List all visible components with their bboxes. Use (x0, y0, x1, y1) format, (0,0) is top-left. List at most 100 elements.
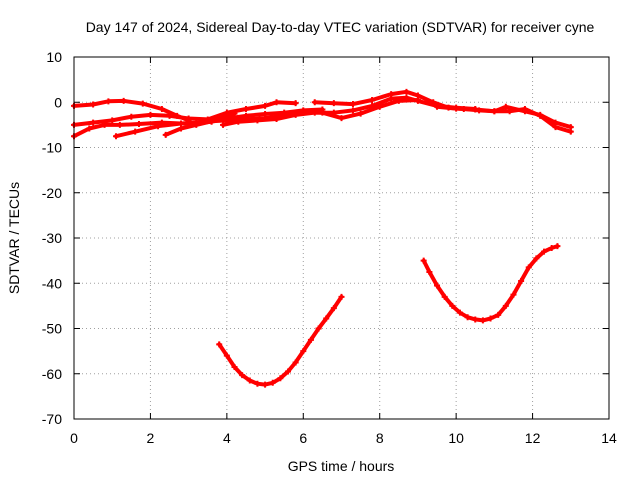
data-point (147, 111, 154, 118)
data-point (541, 248, 548, 255)
data-point (487, 315, 494, 322)
data-point (292, 111, 299, 118)
data-point (86, 125, 93, 132)
x-tick-label: 10 (448, 430, 464, 446)
data-point (479, 317, 486, 324)
data-point (105, 98, 112, 105)
data-point (90, 101, 97, 108)
data-point (254, 117, 261, 124)
data-point (158, 106, 165, 113)
data-point (109, 117, 116, 124)
data-point (231, 363, 238, 370)
y-tick-label: -30 (42, 230, 62, 246)
x-tick-label: 8 (376, 430, 384, 446)
data-point (330, 305, 337, 312)
data-point (269, 379, 276, 386)
data-point (349, 101, 356, 108)
data-point (307, 336, 314, 343)
data-point (178, 125, 184, 132)
data-point (472, 106, 479, 113)
data-point (472, 316, 479, 323)
data-point (533, 255, 540, 262)
data-point (449, 302, 456, 309)
data-point (155, 123, 162, 130)
y-tick-label: -40 (42, 275, 62, 291)
y-tick-label: -50 (42, 321, 62, 337)
data-point (292, 359, 299, 366)
data-point (330, 109, 337, 116)
data-point (216, 341, 223, 348)
plot-series (71, 88, 574, 388)
data-point (414, 97, 421, 104)
data-point (116, 121, 123, 128)
data-point (300, 348, 307, 355)
data-point (434, 282, 441, 289)
data-point (430, 99, 437, 106)
data-point (113, 133, 120, 140)
x-tick-label: 6 (299, 430, 307, 446)
y-tick-label: -20 (42, 185, 62, 201)
data-point (441, 293, 448, 300)
data-point (311, 99, 318, 106)
data-point (567, 124, 574, 131)
data-point (273, 115, 280, 122)
data-point (162, 131, 169, 138)
data-point (246, 377, 253, 384)
data-point (495, 311, 502, 318)
data-point (338, 293, 345, 300)
data-point (193, 121, 200, 128)
data-point (349, 107, 356, 114)
y-tick-label: -70 (42, 411, 62, 427)
data-point (311, 109, 318, 116)
data-point (323, 315, 330, 322)
data-point (426, 268, 433, 275)
data-point (330, 100, 337, 107)
x-axis-label: GPS time / hours (288, 458, 395, 474)
series-line-trace-9 (217, 294, 344, 387)
data-point (262, 381, 269, 388)
data-point (262, 102, 269, 109)
data-point (525, 264, 532, 271)
data-point (292, 100, 299, 107)
data-point (239, 372, 246, 379)
data-point (315, 325, 322, 332)
data-point (101, 121, 108, 128)
data-point (552, 119, 559, 126)
data-point (456, 309, 463, 316)
data-point (369, 102, 376, 109)
data-point (491, 108, 498, 115)
x-tick-label: 0 (70, 430, 78, 446)
data-point (554, 243, 561, 250)
y-tick-label: 10 (46, 49, 62, 65)
data-point (135, 120, 142, 127)
data-point (414, 92, 421, 99)
data-point (420, 257, 427, 264)
data-point (403, 94, 410, 101)
data-point (502, 302, 509, 309)
x-tick-label: 14 (601, 430, 617, 446)
data-point (548, 244, 555, 251)
data-point (273, 99, 280, 106)
data-point (242, 106, 249, 113)
data-point (453, 105, 460, 112)
data-point (518, 277, 525, 284)
data-point (208, 118, 215, 125)
x-tick-label: 4 (223, 430, 231, 446)
chart-title: Day 147 of 2024, Sidereal Day-to-day VTE… (86, 19, 595, 35)
y-tick-label: -60 (42, 366, 62, 382)
data-point (369, 96, 376, 103)
y-tick-label: -10 (42, 140, 62, 156)
data-point (357, 110, 364, 117)
data-point (537, 111, 544, 118)
data-point (338, 115, 345, 122)
data-point (464, 314, 471, 321)
y-tick-label: 0 (54, 94, 62, 110)
data-point (403, 88, 410, 95)
data-point (502, 103, 509, 110)
x-tick-label: 12 (525, 430, 541, 446)
data-point (132, 128, 139, 135)
data-point (434, 103, 441, 110)
y-axis-label: SDTVAR / TECUs (6, 182, 22, 294)
data-point (510, 291, 517, 298)
